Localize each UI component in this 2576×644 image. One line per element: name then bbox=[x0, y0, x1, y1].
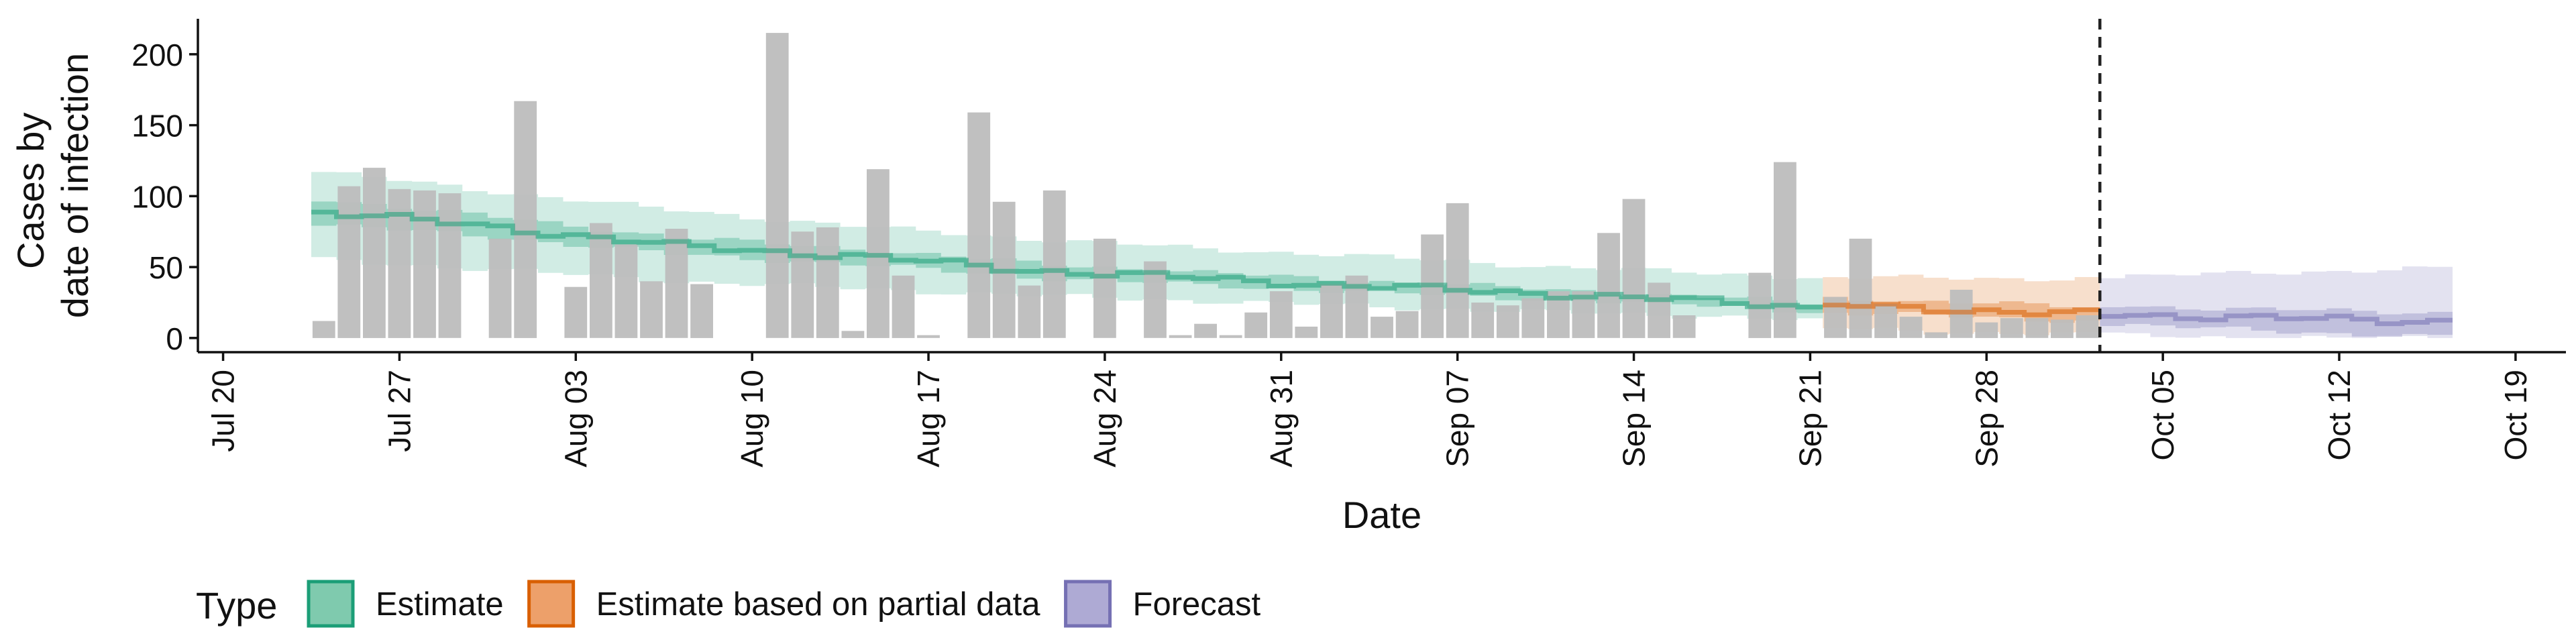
case-bar bbox=[1244, 312, 1268, 338]
case-bar bbox=[1622, 199, 1646, 338]
median-line-0 bbox=[311, 209, 1823, 310]
case-bar bbox=[967, 112, 991, 338]
case-bar bbox=[1093, 238, 1116, 338]
y-axis-title-line-2: date of infection bbox=[54, 53, 96, 318]
x-axis-title: Date bbox=[1342, 494, 1421, 536]
median-line-2 bbox=[2100, 312, 2453, 327]
y-axis-ticks: 0 50 100 150 200 bbox=[131, 38, 198, 356]
y-axis-title-line-1: Cases by bbox=[9, 113, 52, 269]
case-bar bbox=[2025, 318, 2049, 338]
case-bar bbox=[690, 284, 713, 338]
case-bar bbox=[1672, 315, 1696, 338]
case-bar bbox=[1899, 317, 1923, 338]
case-bar bbox=[1320, 284, 1343, 338]
x-tick-label: Jul 20 bbox=[206, 370, 241, 452]
y-tick-label: 0 bbox=[166, 321, 183, 356]
legend: Type Estimate Estimate based on partial d… bbox=[196, 580, 1261, 628]
case-bar bbox=[1648, 282, 1670, 338]
median-line-1 bbox=[1823, 301, 2100, 317]
case-bar bbox=[765, 33, 789, 338]
case-bar bbox=[312, 321, 335, 338]
case-bar bbox=[841, 331, 865, 338]
case-bar bbox=[1295, 326, 1318, 338]
case-bar bbox=[488, 238, 512, 338]
case-bar bbox=[388, 189, 411, 338]
case-bar bbox=[2076, 315, 2099, 338]
case-bar bbox=[816, 227, 839, 338]
case-bar bbox=[337, 186, 361, 338]
legend-label-2: Forecast bbox=[1133, 586, 1261, 623]
x-tick-label: Sep 21 bbox=[1792, 370, 1827, 468]
case-bar bbox=[640, 281, 663, 338]
x-tick-label: Jul 27 bbox=[382, 370, 417, 452]
case-bar bbox=[1395, 311, 1419, 338]
y-tick-label: 150 bbox=[131, 109, 183, 144]
legend-label-0: Estimate bbox=[376, 586, 504, 623]
case-bar bbox=[438, 193, 462, 338]
case-bar bbox=[413, 190, 436, 338]
case-bar bbox=[1446, 203, 1469, 338]
median-lines bbox=[311, 209, 2453, 327]
case-bar bbox=[1269, 291, 1293, 338]
case-bar bbox=[1169, 335, 1192, 338]
legend-swatch-1 bbox=[527, 580, 576, 628]
x-tick-label: Oct 05 bbox=[2145, 370, 2180, 461]
case-bar bbox=[1471, 303, 1495, 338]
x-tick-label: Sep 28 bbox=[1969, 370, 2004, 468]
case-bar bbox=[1371, 317, 1393, 338]
case-bar bbox=[1975, 322, 1998, 338]
case-bar bbox=[590, 223, 612, 338]
axes: 0 50 100 150 200 Jul 20 Jul 27 Aug 03 Aug 10 Aug… bbox=[131, 19, 2566, 468]
band-50-2 bbox=[2100, 306, 2453, 337]
legend-swatch-0 bbox=[307, 580, 355, 628]
x-tick-label: Sep 14 bbox=[1617, 370, 1652, 468]
y-tick-label: 200 bbox=[131, 38, 183, 72]
x-tick-label: Aug 31 bbox=[1264, 370, 1299, 468]
y-tick-label: 100 bbox=[131, 179, 183, 214]
case-bar bbox=[614, 244, 638, 338]
case-bar bbox=[1874, 304, 1897, 338]
case-bar bbox=[892, 275, 915, 338]
x-tick-label: Sep 07 bbox=[1440, 370, 1475, 468]
case-bar bbox=[1521, 298, 1545, 338]
case-bar bbox=[1219, 335, 1242, 338]
case-bar bbox=[1496, 305, 1519, 338]
case-bar bbox=[1597, 233, 1620, 338]
case-bar bbox=[363, 168, 386, 338]
legend-title: Type bbox=[196, 584, 277, 627]
legend-entries: Estimate Estimate based on partial data Fo… bbox=[307, 580, 1261, 628]
case-bar bbox=[791, 231, 814, 338]
case-bar bbox=[1774, 162, 1796, 338]
x-tick-label: Aug 24 bbox=[1087, 370, 1122, 468]
x-tick-label: Oct 12 bbox=[2322, 370, 2357, 461]
x-tick-label: Oct 19 bbox=[2498, 370, 2533, 461]
case-bar bbox=[2051, 319, 2074, 338]
case-bar bbox=[1042, 190, 1066, 338]
x-tick-label: Aug 10 bbox=[735, 370, 769, 468]
case-bar bbox=[1194, 323, 1217, 338]
case-bar bbox=[1018, 285, 1041, 338]
case-bar bbox=[514, 101, 537, 338]
x-axis-ticks: Jul 20 Jul 27 Aug 03 Aug 10 Aug 17 Aug 24 Aug … bbox=[206, 352, 2533, 468]
legend-label-1: Estimate based on partial data bbox=[596, 586, 1041, 623]
case-bar bbox=[2000, 318, 2023, 338]
legend-swatch-2 bbox=[1064, 580, 1112, 628]
y-axis-title: Cases by date of infection bbox=[9, 53, 96, 318]
case-bar bbox=[1925, 332, 1948, 338]
case-bar bbox=[665, 229, 688, 338]
case-bar bbox=[917, 335, 940, 338]
case-bar bbox=[1849, 238, 1872, 338]
case-bar bbox=[564, 286, 588, 338]
x-tick-label: Aug 17 bbox=[911, 370, 946, 468]
x-tick-label: Aug 03 bbox=[558, 370, 593, 468]
y-tick-label: 50 bbox=[149, 250, 183, 285]
